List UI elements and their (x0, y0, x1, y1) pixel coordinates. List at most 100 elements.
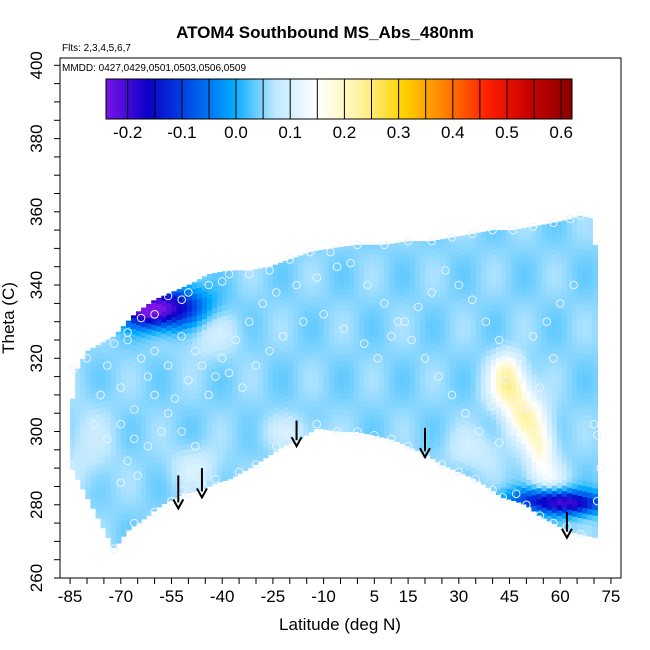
heatmap-cell (541, 479, 548, 486)
heatmap-cell (384, 350, 391, 357)
heatmap-cell (582, 243, 588, 250)
sample-point (511, 489, 521, 499)
heatmap-cell (348, 332, 355, 339)
heatmap-cell (272, 396, 279, 403)
arrow-head (290, 436, 303, 449)
heatmap-cell (131, 427, 137, 434)
heatmap-cell (440, 322, 446, 329)
heatmap-cell (501, 393, 507, 400)
heatmap-cell (232, 432, 239, 439)
heatmap-cell (460, 264, 467, 271)
heatmap-cell (303, 292, 309, 299)
heatmap-cell (541, 298, 548, 305)
heatmap-cell (105, 449, 112, 456)
heatmap-cell (566, 366, 573, 373)
heatmap-cell (257, 444, 264, 451)
heatmap-cell (551, 325, 558, 332)
heatmap-cell (338, 387, 345, 394)
heatmap-cell (156, 391, 162, 398)
heatmap-cell (475, 436, 482, 443)
heatmap-cell (556, 251, 563, 258)
heatmap-cell (582, 298, 588, 305)
heatmap-cell (440, 278, 446, 285)
heatmap-cell (146, 460, 152, 467)
heatmap-cell (536, 317, 543, 324)
heatmap-cell (288, 272, 294, 279)
heatmap-cell (252, 425, 259, 432)
sample-point (251, 361, 261, 370)
heatmap-cell (556, 323, 563, 330)
heatmap-cell (389, 367, 396, 374)
heatmap-cell (399, 366, 406, 373)
heatmap-cell (577, 253, 583, 260)
heatmap-cell (131, 355, 137, 362)
heatmap-cell (536, 361, 543, 368)
heatmap-cell (480, 253, 487, 260)
heatmap-cell (95, 430, 102, 437)
sample-point (549, 354, 558, 363)
heatmap-cell (566, 481, 573, 488)
colorbar-segment (173, 79, 177, 119)
heatmap-cell (566, 492, 573, 499)
heatmap-cell (389, 279, 396, 286)
heatmap-cell (115, 389, 122, 396)
heatmap-cell (592, 394, 598, 401)
heatmap-cell (232, 437, 239, 444)
heatmap-cell (384, 388, 391, 395)
heatmap-cell (207, 403, 213, 410)
heatmap-cell (80, 373, 86, 380)
heatmap-cell (252, 354, 259, 361)
heatmap-cell (166, 330, 173, 337)
colorbar-segment (266, 79, 270, 119)
heatmap-cell (364, 290, 370, 297)
heatmap-cell (516, 441, 522, 448)
heatmap-cell (516, 375, 522, 382)
heatmap-cell (440, 409, 446, 416)
heatmap-cell (257, 279, 264, 286)
heatmap-cell (384, 289, 391, 296)
heatmap-cell (359, 372, 365, 379)
heatmap-cell (115, 405, 122, 412)
heatmap-cell (572, 510, 578, 517)
heatmap-cell (440, 344, 446, 351)
heatmap-cell (196, 287, 203, 294)
heatmap-cell (318, 340, 325, 347)
heatmap-cell (582, 403, 588, 410)
heatmap-cell (354, 272, 360, 279)
heatmap-cell (141, 474, 147, 481)
heatmap-cell (125, 452, 132, 459)
heatmap-cell (460, 347, 467, 354)
heatmap-cell (176, 302, 183, 309)
heatmap-cell (176, 429, 183, 436)
heatmap-cell (212, 273, 218, 276)
heatmap-cell (455, 290, 462, 297)
heatmap-cell (480, 308, 487, 315)
heatmap-cell (521, 256, 527, 263)
heatmap-cell (506, 383, 512, 390)
heatmap-cell (480, 407, 487, 414)
heatmap-cell (384, 383, 391, 390)
heatmap-cell (506, 438, 512, 445)
heatmap-cell (577, 467, 583, 474)
heatmap-cell (587, 393, 593, 400)
heatmap-cell (156, 407, 162, 414)
heatmap-cell (541, 325, 548, 332)
heatmap-cell (475, 272, 482, 279)
heatmap-cell (354, 376, 360, 383)
heatmap-cell (409, 442, 416, 449)
heatmap-cell (262, 413, 269, 420)
sample-point (238, 383, 247, 392)
heatmap-cell (485, 230, 492, 236)
heatmap-cell (191, 293, 198, 300)
heatmap-cell (115, 488, 122, 495)
sample-point (326, 247, 335, 257)
heatmap-cell (100, 390, 107, 397)
heatmap-cell (364, 400, 370, 407)
heatmap-cell (348, 261, 355, 268)
heatmap-cell (455, 328, 462, 335)
heatmap-cell (217, 311, 223, 318)
heatmap-cell (359, 273, 365, 280)
heatmap-cell (592, 493, 598, 500)
heatmap-cell (222, 447, 228, 454)
heatmap-cell (592, 372, 598, 379)
